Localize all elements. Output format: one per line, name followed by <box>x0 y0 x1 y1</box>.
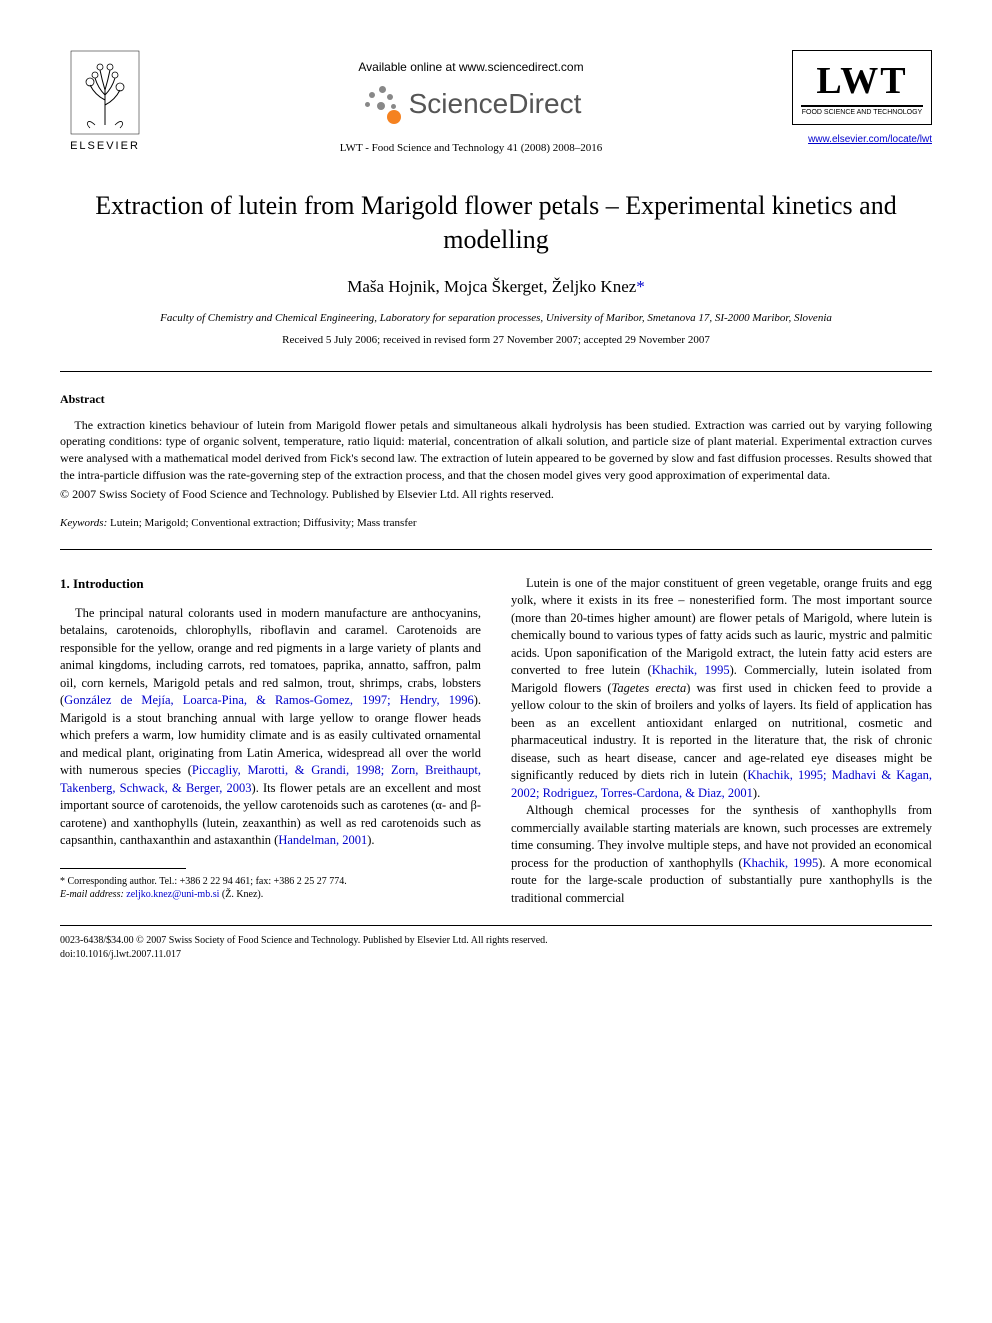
corresponding-author-mark[interactable]: * <box>636 277 645 296</box>
body-columns: 1. Introduction The principal natural co… <box>60 575 932 908</box>
journal-homepage-link[interactable]: www.elsevier.com/locate/lwt <box>808 134 932 145</box>
footnote-email-line: E-mail address: zeljko.knez@uni-mb.si (Ž… <box>60 888 481 901</box>
keywords-text: Lutein; Marigold; Conventional extractio… <box>107 517 416 529</box>
corresponding-footnote: * Corresponding author. Tel.: +386 2 22 … <box>60 875 481 901</box>
article-title: Extraction of lutein from Marigold flowe… <box>60 189 932 257</box>
lwt-box: LWT FOOD SCIENCE AND TECHNOLOGY <box>792 50 932 125</box>
affiliation: Faculty of Chemistry and Chemical Engine… <box>60 312 932 324</box>
footnote-contact: * Corresponding author. Tel.: +386 2 22 … <box>60 875 481 888</box>
abstract-copyright: © 2007 Swiss Society of Food Science and… <box>60 487 932 502</box>
column-right: Lutein is one of the major constituent o… <box>511 575 932 908</box>
divider <box>60 549 932 550</box>
paragraph: Although chemical processes for the synt… <box>511 802 932 907</box>
footer: 0023-6438/$34.00 © 2007 Swiss Society of… <box>60 934 932 962</box>
sciencedirect-logo: ScienceDirect <box>361 84 582 124</box>
abstract-text: The extraction kinetics behaviour of lut… <box>60 417 932 484</box>
journal-logo: LWT FOOD SCIENCE AND TECHNOLOGY www.else… <box>792 50 932 147</box>
keywords: Keywords: Lutein; Marigold; Conventional… <box>60 517 932 529</box>
keywords-label: Keywords: <box>60 517 107 529</box>
species-name: Tagetes erecta <box>612 681 687 695</box>
elsevier-label: ELSEVIER <box>60 140 150 152</box>
footer-divider <box>60 925 932 926</box>
lwt-sub-text: FOOD SCIENCE AND TECHNOLOGY <box>801 105 923 116</box>
citation-link[interactable]: Khachik, 1995 <box>743 856 819 870</box>
citation-link[interactable]: Khachik, 1995 <box>652 663 730 677</box>
author-names: Maša Hojnik, Mojca Škerget, Željko Knez <box>347 277 636 296</box>
email-label: E-mail address: <box>60 889 124 900</box>
page-header: ELSEVIER Available online at www.science… <box>60 50 932 154</box>
abstract-heading: Abstract <box>60 392 932 407</box>
citation-link[interactable]: Handelman, 2001 <box>278 833 367 847</box>
sciencedirect-text: ScienceDirect <box>409 88 582 120</box>
email-link[interactable]: zeljko.knez@uni-mb.si <box>124 889 220 900</box>
divider <box>60 371 932 372</box>
sciencedirect-icon <box>361 84 401 124</box>
body-text: ). <box>753 786 760 800</box>
journal-citation: LWT - Food Science and Technology 41 (20… <box>150 142 792 154</box>
footer-doi: doi:10.1016/j.lwt.2007.11.017 <box>60 948 932 962</box>
email-suffix: (Ž. Knez). <box>219 889 263 900</box>
footer-copyright: 0023-6438/$34.00 © 2007 Swiss Society of… <box>60 934 932 948</box>
body-text: ). <box>367 833 374 847</box>
footnote-separator <box>60 868 186 869</box>
section-heading: 1. Introduction <box>60 575 481 593</box>
center-header: Available online at www.sciencedirect.co… <box>150 50 792 154</box>
authors: Maša Hojnik, Mojca Škerget, Željko Knez* <box>60 277 932 297</box>
paragraph: Lutein is one of the major constituent o… <box>511 575 932 803</box>
elsevier-tree-icon <box>70 50 140 135</box>
column-left: 1. Introduction The principal natural co… <box>60 575 481 908</box>
elsevier-logo: ELSEVIER <box>60 50 150 152</box>
paragraph: The principal natural colorants used in … <box>60 605 481 850</box>
article-dates: Received 5 July 2006; received in revise… <box>60 334 932 346</box>
citation-link[interactable]: González de Mejía, Loarca-Pina, & Ramos-… <box>64 693 474 707</box>
lwt-big-text: LWT <box>801 59 923 103</box>
available-online-text: Available online at www.sciencedirect.co… <box>150 60 792 74</box>
